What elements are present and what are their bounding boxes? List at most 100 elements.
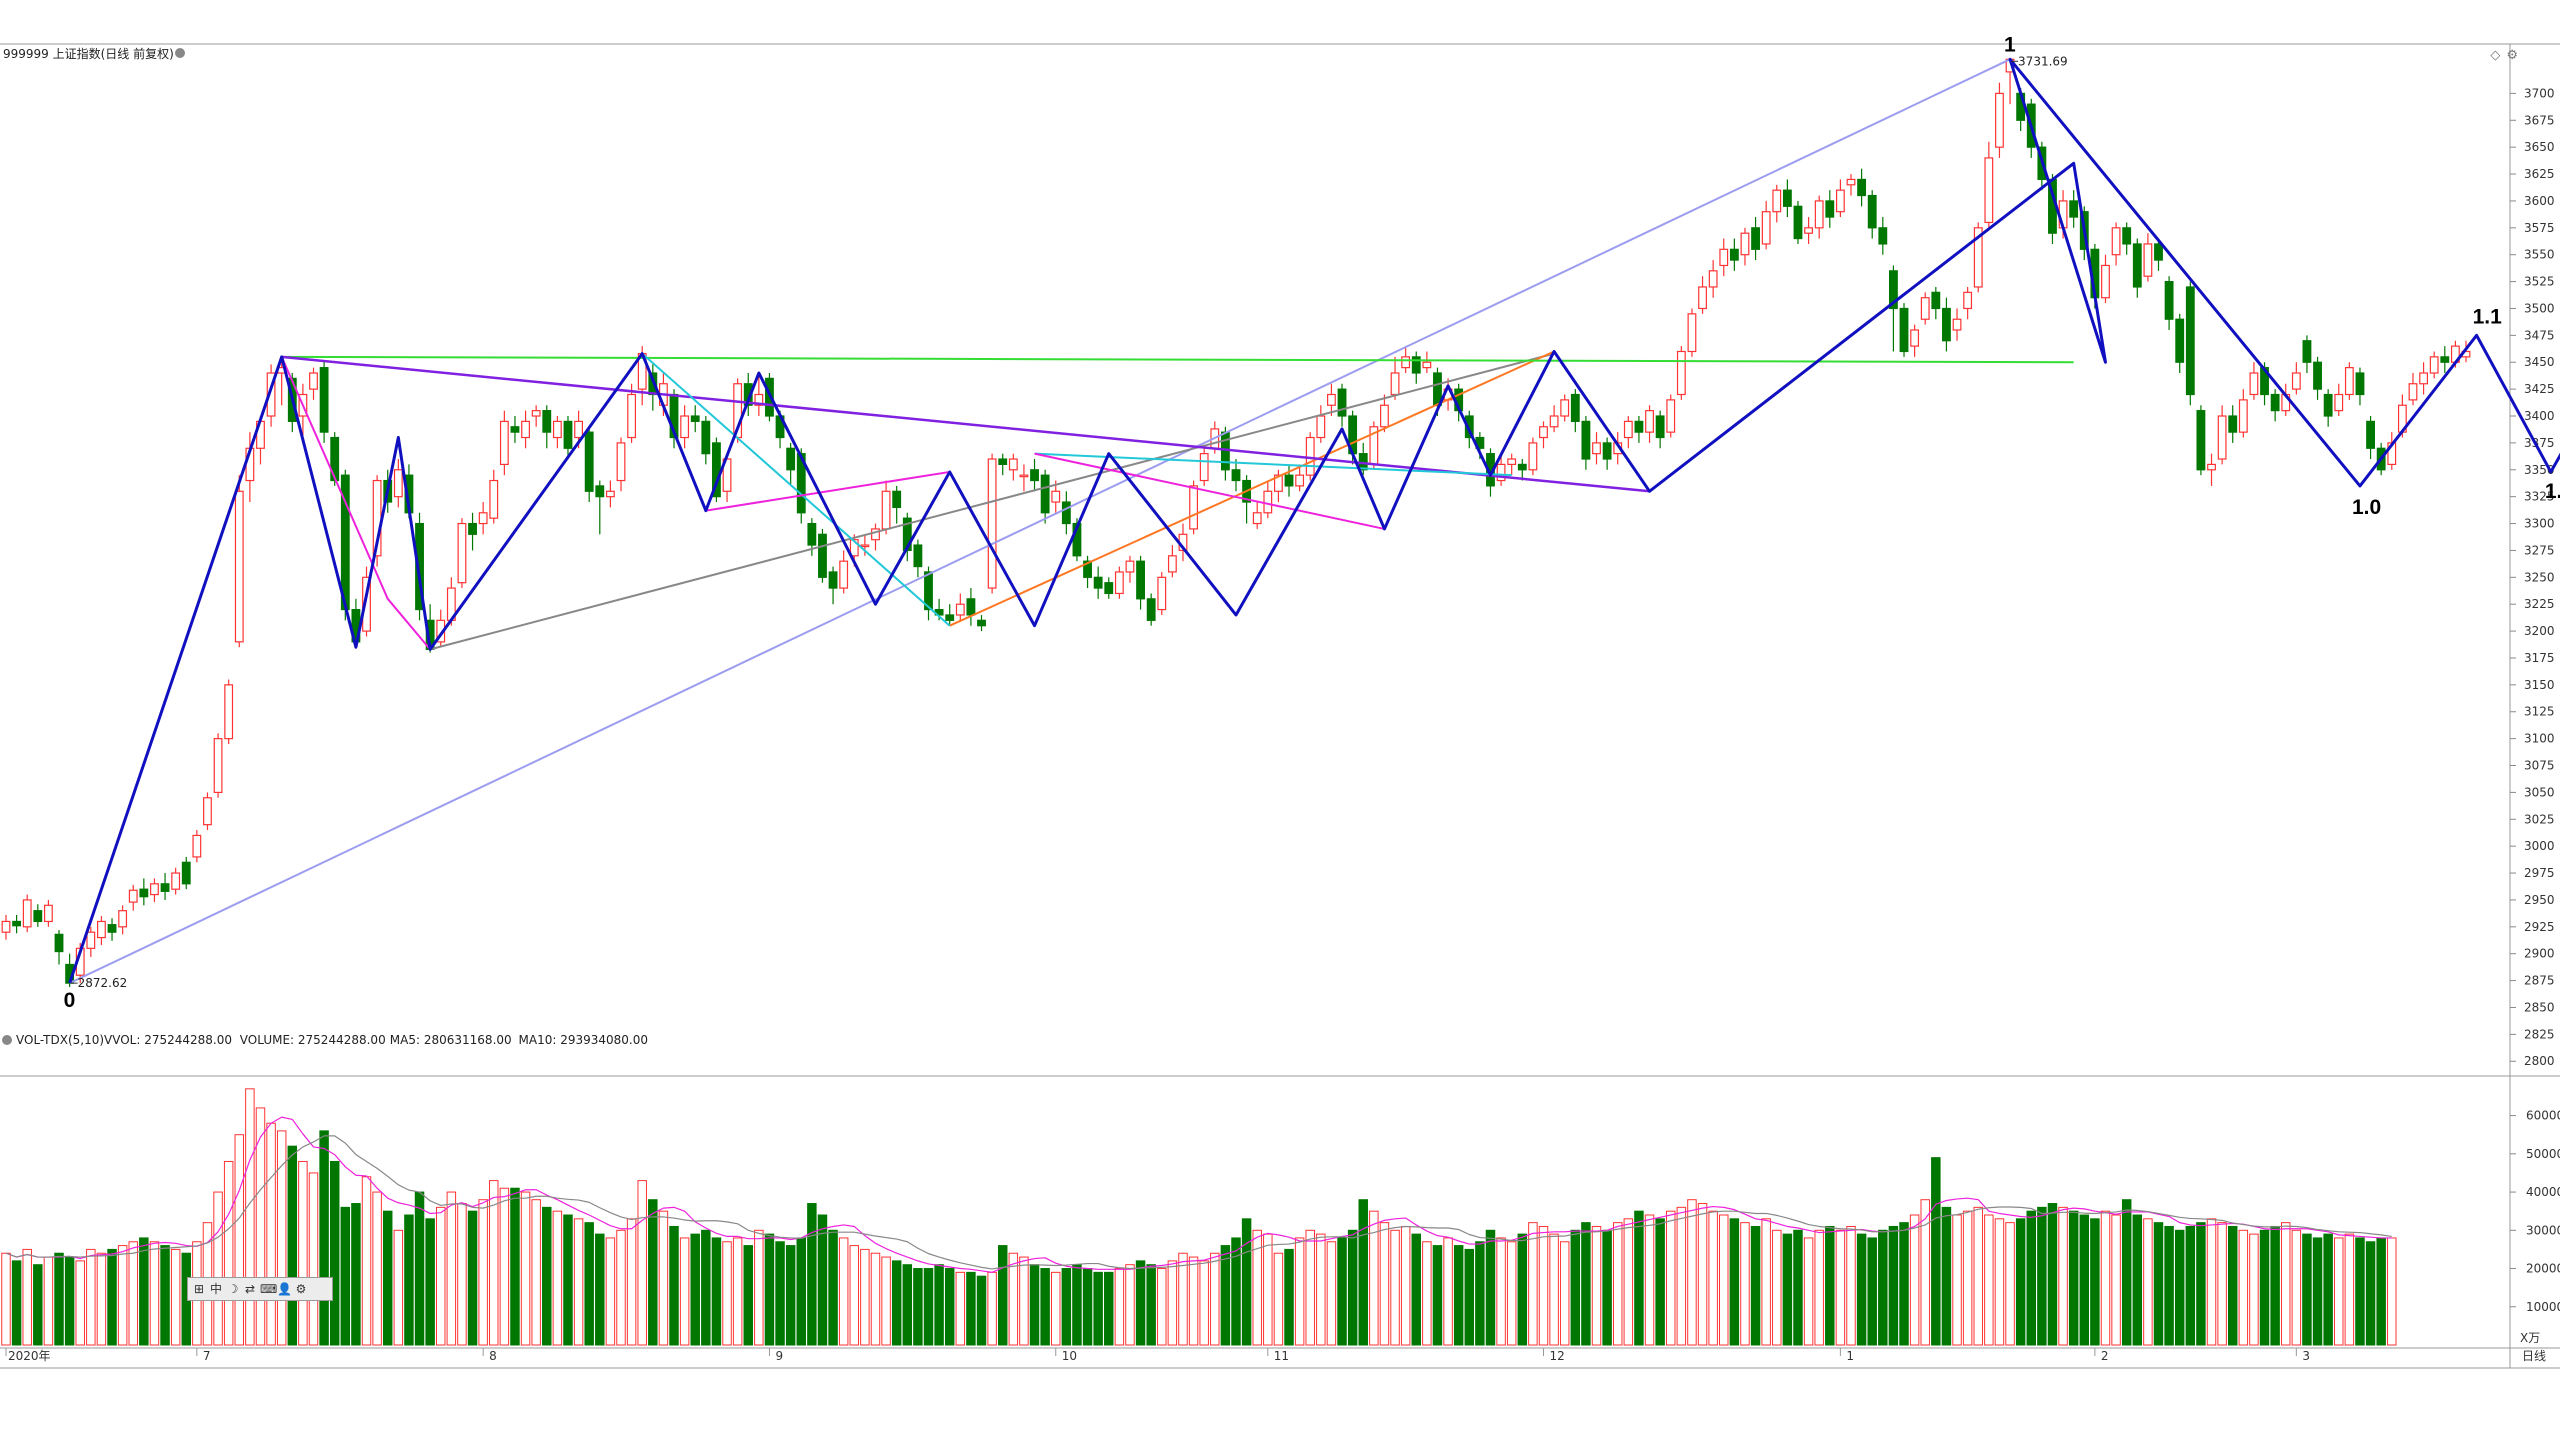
chart-title: 999999 上证指数(日线 前复权) <box>3 46 174 61</box>
volume-tick-label: 60000 <box>2526 1109 2560 1123</box>
candle-down <box>12 920 22 927</box>
user-icon[interactable]: 👤 <box>277 1282 292 1296</box>
candle-up <box>309 372 318 390</box>
candle-up <box>1305 436 1315 476</box>
volume-bar-down <box>329 1160 340 1346</box>
volume-bar-down <box>1782 1233 1793 1346</box>
volume-bar-up <box>870 1252 881 1346</box>
volume-bar-up <box>276 1130 287 1346</box>
candle-down <box>468 522 477 535</box>
volume-bar-down <box>997 1245 1008 1346</box>
volume-bar-down <box>1241 1218 1252 1346</box>
keyboard-icon[interactable]: ⌨ <box>260 1282 278 1296</box>
volume-bar-up <box>626 1218 637 1346</box>
volume-bar-down <box>1029 1264 1040 1346</box>
price-tick-label: 3275 <box>2524 543 2555 557</box>
price-tick-label: 3625 <box>2524 167 2555 181</box>
volume-bar-down <box>891 1260 902 1346</box>
volume-bar-down <box>1453 1245 1464 1346</box>
volume-bar-up <box>436 1206 446 1346</box>
volume-bar-down <box>1347 1229 1358 1346</box>
volume-bar-up <box>679 1237 690 1346</box>
volume-bar-down <box>2227 1225 2238 1346</box>
wave-label: 1.2 <box>2545 480 2560 503</box>
volume-bar-down <box>1570 1229 1581 1346</box>
volume-bar-up <box>1157 1268 1167 1346</box>
candle-up <box>128 889 138 903</box>
candle-up <box>1952 318 1962 331</box>
price-tick-label: 3300 <box>2524 517 2555 531</box>
volume-bar-down <box>1867 1237 1877 1346</box>
price-tick-label: 3600 <box>2524 194 2555 208</box>
volume-bar-up <box>2005 1222 2015 1346</box>
half-width-icon[interactable]: ⇄ <box>244 1282 256 1296</box>
volume-bar-down <box>2015 1218 2026 1346</box>
candle-up <box>2334 393 2344 412</box>
candle-down <box>2323 393 2333 417</box>
candle-up <box>1496 463 1506 482</box>
volume-bar-down <box>2355 1237 2365 1346</box>
volume-bar-down <box>340 1206 351 1346</box>
volume-bar-up <box>393 1229 404 1346</box>
candle-down <box>107 924 117 933</box>
volume-bar-up <box>245 1088 255 1346</box>
volume-bar-up <box>1199 1260 1209 1346</box>
x-axis-label: 2 <box>2101 1349 2109 1363</box>
tools-icon[interactable]: ⚙ <box>295 1282 307 1296</box>
candle-up <box>1327 393 1336 406</box>
volume-bar-down <box>764 1233 775 1346</box>
candle-up <box>2344 367 2354 396</box>
candle-down <box>1888 270 1898 310</box>
candle-down <box>945 614 955 621</box>
x-axis-label: 12 <box>1550 1349 1565 1363</box>
volume-bar-down <box>2302 1233 2312 1346</box>
candle-up <box>1666 399 1676 433</box>
candle-up <box>849 539 859 557</box>
volume-info-icon <box>2 1035 12 1045</box>
volume-bar-down <box>1634 1210 1644 1346</box>
gear-icon[interactable]: ⚙ <box>2506 48 2518 63</box>
diamond-icon[interactable]: ◇ <box>2490 48 2501 63</box>
chinese-char-icon[interactable]: 中 <box>209 1282 222 1296</box>
candle-up <box>839 560 849 589</box>
volume-bar-down <box>2079 1214 2090 1346</box>
volume-bar-up <box>838 1237 849 1346</box>
candle-down <box>1517 463 1527 471</box>
candle-up <box>150 883 159 896</box>
candle-up <box>86 931 96 949</box>
candle-down <box>807 522 817 546</box>
volume-bar-up <box>2217 1222 2227 1346</box>
volume-bar-up <box>308 1172 319 1346</box>
title-info-icon <box>175 48 185 58</box>
volume-bar-up <box>2291 1229 2302 1346</box>
volume-bar-up <box>637 1180 647 1346</box>
volume-bar-up <box>1252 1229 1262 1346</box>
volume-bar-down <box>160 1245 170 1346</box>
candle-up <box>881 490 891 530</box>
volume-bar-down <box>648 1199 658 1346</box>
candle-up <box>1560 399 1570 417</box>
candle-up <box>1199 453 1209 482</box>
volume-bar-up <box>1379 1222 1390 1346</box>
volume-bar-down <box>913 1268 923 1346</box>
candle-up <box>574 420 584 439</box>
volume-bar-up <box>1994 1218 2005 1346</box>
volume-bar-down <box>1284 1248 1294 1346</box>
moon-icon[interactable]: ☽ <box>227 1282 239 1296</box>
volume-bar-down <box>1061 1268 1072 1346</box>
window-controls[interactable]: ◇ ⚙ <box>2490 48 2518 63</box>
ime-mode-icon[interactable]: ⊞ <box>193 1282 205 1296</box>
candle-down <box>595 485 605 498</box>
candle-down <box>1878 227 1888 245</box>
floating-toolbar[interactable]: ⊞ 中 ☽ ⇄ ⌨ 👤 ⚙ <box>187 1277 333 1301</box>
volume-bar-up <box>22 1248 32 1346</box>
volume-bar-down <box>414 1191 425 1346</box>
volume-bar-down <box>1485 1229 1496 1346</box>
volume-bar-up <box>1666 1210 1676 1346</box>
volume-bar-up <box>1676 1206 1687 1346</box>
volume-bar-up <box>1114 1268 1125 1346</box>
volume-bar-down <box>828 1229 838 1346</box>
candle-up <box>171 872 181 890</box>
volume-bar-up <box>955 1271 966 1346</box>
